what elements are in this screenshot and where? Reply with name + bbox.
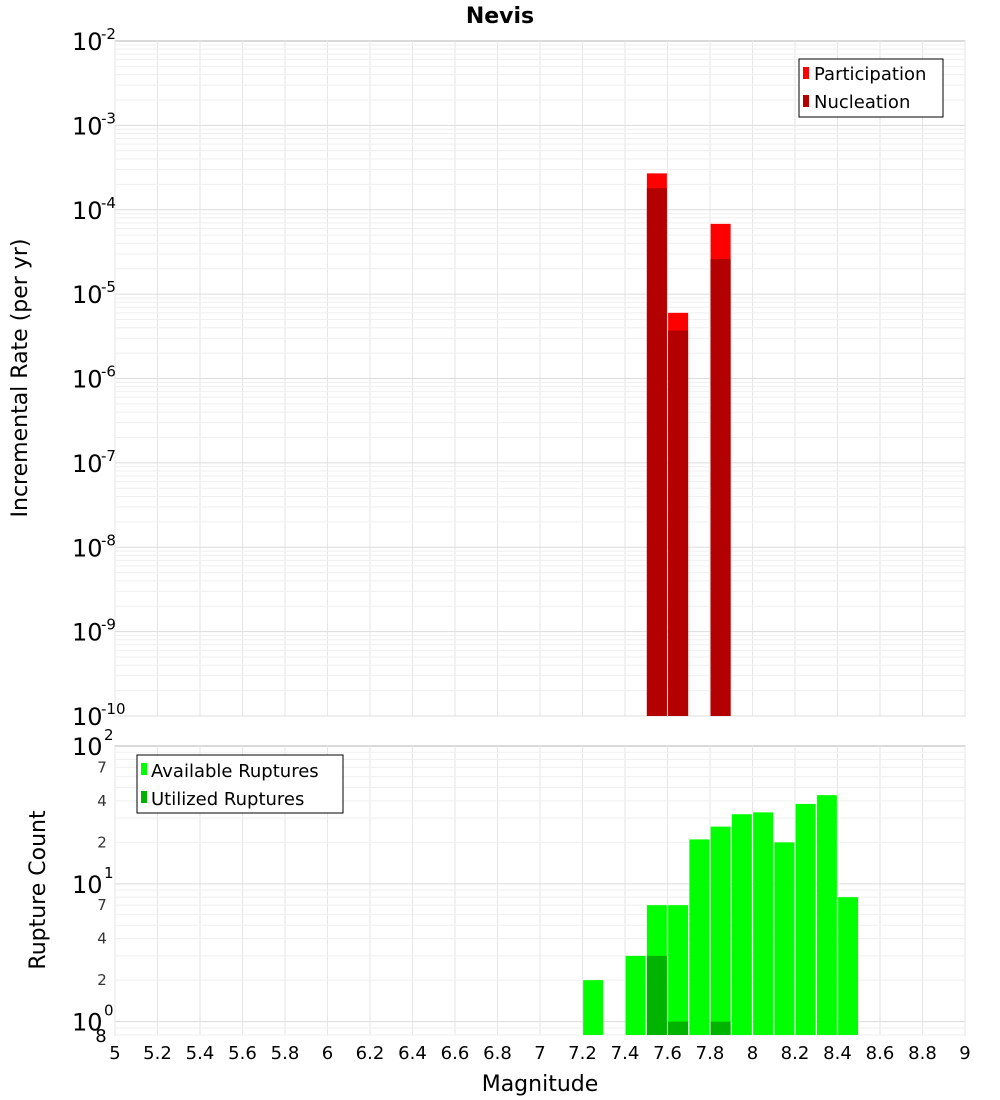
bottom-y-minor-tick-label: 7 [97,758,107,776]
bottom-y-tick-base: 10 [72,1009,103,1037]
bottom-y-axis-title: Rupture Count [26,810,51,970]
available-ruptures-bar [795,803,816,1035]
x-tick-label: 7.8 [696,1043,725,1064]
x-tick-label: 5.6 [228,1043,257,1064]
top-y-tick-exponent: -3 [101,109,116,127]
chart-title: Nevis [466,4,534,29]
available-ruptures-bar [668,905,689,1035]
x-axis-title: Magnitude [482,1072,599,1097]
nucleation-legend-swatch [803,95,809,107]
top-y-tick-base: 10 [72,450,103,478]
x-tick-label: 5.4 [186,1043,215,1064]
available-ruptures-bar [753,812,774,1035]
top-y-tick-base: 10 [72,703,103,731]
available-ruptures-bar [838,897,859,1035]
x-tick-label: 9 [959,1043,970,1064]
x-tick-label: 5 [109,1043,120,1064]
top-y-tick-base: 10 [72,28,103,56]
x-tick-label: 7.6 [653,1043,682,1064]
top-y-tick-exponent: -2 [101,25,116,43]
x-tick-label: 6.6 [441,1043,470,1064]
top-y-axis-title: Incremental Rate (per yr) [8,239,33,518]
top-y-tick-exponent: -9 [101,616,116,634]
top-y-tick-exponent: -10 [101,700,126,718]
bottom-y-minor-tick-label: 7 [97,896,107,914]
utilized-ruptures-bar [710,1021,731,1035]
x-tick-label: 6.2 [356,1043,385,1064]
x-tick-labels: 5 5.2 5.4 5.6 5.8 6 6.2 6.4 6.6 6.8 7 7.2 7.4 7.6 7.8 8… [109,1043,970,1064]
x-tick-label: 8 [747,1043,758,1064]
bottom-y-minor-tick-label: 4 [97,792,107,810]
available-ruptures-bar [625,955,646,1035]
utilized-ruptures-legend-swatch [141,791,147,803]
x-tick-label: 6 [322,1043,333,1064]
nucleation-legend-label: Nucleation [814,92,910,113]
available-ruptures-bar [731,814,752,1035]
available-ruptures-bar [689,839,710,1035]
utilized-ruptures-legend-label: Utilized Ruptures [151,789,304,810]
top-y-tick-exponent: -5 [101,278,116,296]
bottom-y-minor-tick-label: 4 [97,930,107,948]
bottom-gridlines [114,746,966,1036]
bottom-y-minor-tick-label: 2 [97,833,107,851]
top-y-tick-exponent: -7 [101,447,116,465]
bottom-y-minor-tick-label: 8 [95,1026,106,1047]
available-ruptures-legend-label: Available Ruptures [151,761,319,782]
bottom-bars [583,795,859,1035]
top-y-tick-exponent: -6 [101,363,116,381]
bottom-y-tick-exponent: 0 [104,1002,114,1020]
x-tick-label: 8.2 [781,1043,810,1064]
x-tick-label: 6.8 [483,1043,512,1064]
x-tick-label: 7 [534,1043,545,1064]
nucleation-bar [710,259,731,716]
top-y-tick-base: 10 [72,281,103,309]
available-ruptures-bar [774,842,795,1035]
x-tick-label: 5.2 [143,1043,172,1064]
top-y-tick-base: 10 [72,112,103,140]
bottom-y-minor-tick-label: 2 [97,971,107,989]
x-tick-label: 8.8 [908,1043,937,1064]
x-tick-label: 5.8 [271,1043,300,1064]
top-y-tick-base: 10 [72,619,103,647]
bottom-legend: Available Ruptures Utilized Ruptures [136,754,344,814]
bottom-y-tick-base: 10 [72,871,103,899]
bottom-y-tick-exponent: 2 [104,726,114,744]
x-tick-label: 7.2 [568,1043,597,1064]
x-tick-label: 7.4 [611,1043,640,1064]
utilized-ruptures-bar [668,1021,689,1035]
top-legend-box [798,58,944,118]
nucleation-bar [646,188,667,717]
top-y-tick-exponent: -4 [101,194,116,212]
bottom-y-tick-base: 10 [72,733,103,761]
top-y-tick-base: 10 [72,534,103,562]
top-gridlines [114,41,966,717]
top-legend: Participation Nucleation [798,58,944,118]
utilized-ruptures-bar [646,955,667,1035]
nucleation-bar [668,330,689,716]
top-y-tick-base: 10 [72,197,103,225]
participation-legend-swatch [803,67,809,79]
available-ruptures-legend-swatch [141,763,147,775]
bottom-y-tick-exponent: 1 [104,864,114,882]
top-y-tick-exponent: -8 [101,531,116,549]
x-tick-label: 8.4 [823,1043,852,1064]
top-y-tick-base: 10 [72,366,103,394]
available-ruptures-bar [710,826,731,1035]
available-ruptures-bar [583,980,604,1035]
available-ruptures-bar [816,795,837,1035]
participation-legend-label: Participation [814,64,926,85]
top-bars [646,173,731,717]
x-tick-label: 6.4 [398,1043,427,1064]
bottom-legend-box [136,754,344,814]
x-tick-label: 8.6 [866,1043,895,1064]
